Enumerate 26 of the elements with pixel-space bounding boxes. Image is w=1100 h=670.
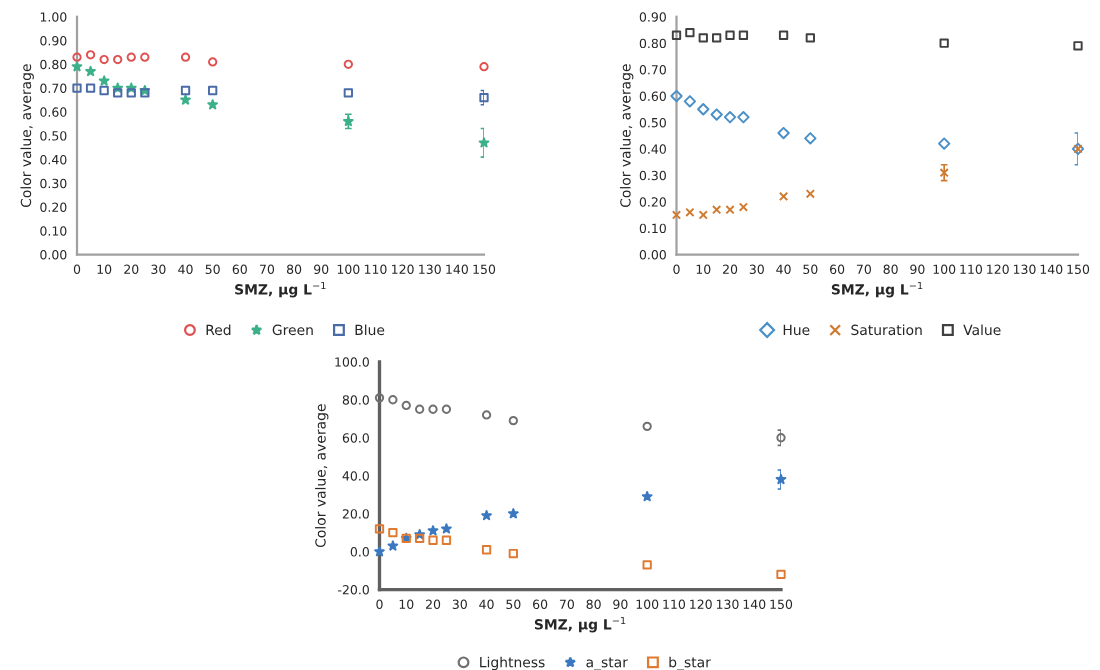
point (71, 61, 83, 72)
point (112, 82, 124, 93)
point (641, 491, 653, 502)
point (698, 210, 708, 220)
point (725, 205, 735, 215)
point (775, 473, 787, 485)
point (125, 82, 137, 93)
point (374, 546, 385, 557)
point (805, 189, 815, 199)
point (478, 137, 490, 148)
point (738, 202, 749, 212)
point (778, 191, 789, 202)
point (712, 205, 722, 215)
point (427, 525, 439, 536)
point (685, 207, 695, 217)
point (414, 528, 425, 540)
point (507, 508, 519, 519)
point (98, 75, 110, 86)
point (85, 65, 96, 77)
point (180, 94, 191, 105)
point (939, 168, 949, 178)
point (441, 523, 452, 534)
point (387, 540, 399, 551)
point (671, 210, 682, 220)
point (207, 99, 219, 110)
point (481, 509, 492, 521)
